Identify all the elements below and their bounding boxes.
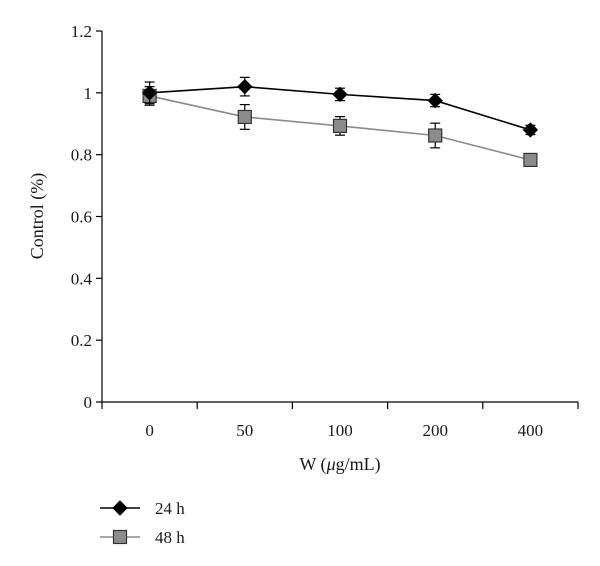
y-axis-label: Control (%) (27, 173, 48, 259)
y-tick-label: 0.8 (71, 146, 92, 165)
data-point (237, 78, 253, 95)
x-tick-label: 100 (327, 421, 353, 440)
data-point (427, 92, 443, 109)
data-point (237, 109, 252, 125)
x-tick-label: 200 (422, 421, 448, 440)
data-point (428, 128, 443, 143)
data-point (332, 86, 348, 103)
data-point (522, 122, 539, 138)
x-axis-label: W (μg/mL) (299, 454, 380, 475)
data-point (332, 118, 348, 134)
y-tick-label: 0.4 (71, 269, 93, 288)
series-24-h (141, 76, 539, 138)
y-tick-label: 0 (84, 393, 93, 412)
legend-marker (112, 529, 128, 545)
series-layer (141, 76, 539, 168)
x-tick-label: 0 (145, 421, 154, 440)
x-axis-label-suffix: g/mL) (336, 454, 381, 475)
legend-item: 48 h (100, 528, 185, 547)
y-tick-label: 0.2 (71, 331, 92, 350)
legend-label: 48 h (155, 528, 185, 547)
data-point (141, 85, 158, 101)
legend-item: 24 h (100, 499, 185, 518)
y-tick-label: 1 (84, 84, 93, 103)
x-axis: 0 50 100 200 400 (101, 401, 579, 440)
y-tick-label: 0.6 (71, 208, 92, 227)
data-point (523, 152, 538, 168)
legend-label: 24 h (155, 499, 185, 518)
legend: 24 h 48 h (100, 499, 185, 547)
y-tick-label: 1.2 (71, 22, 92, 41)
legend-marker (112, 500, 128, 516)
series-48-h (142, 86, 538, 168)
x-axis-label-prefix: W ( (299, 454, 326, 475)
x-tick-label: 50 (236, 421, 253, 440)
x-axis-label-mu: μ (326, 454, 336, 474)
x-tick-label: 400 (518, 421, 544, 440)
y-axis: 0 0.2 0.4 0.6 0.8 1 1.2 (71, 22, 103, 412)
